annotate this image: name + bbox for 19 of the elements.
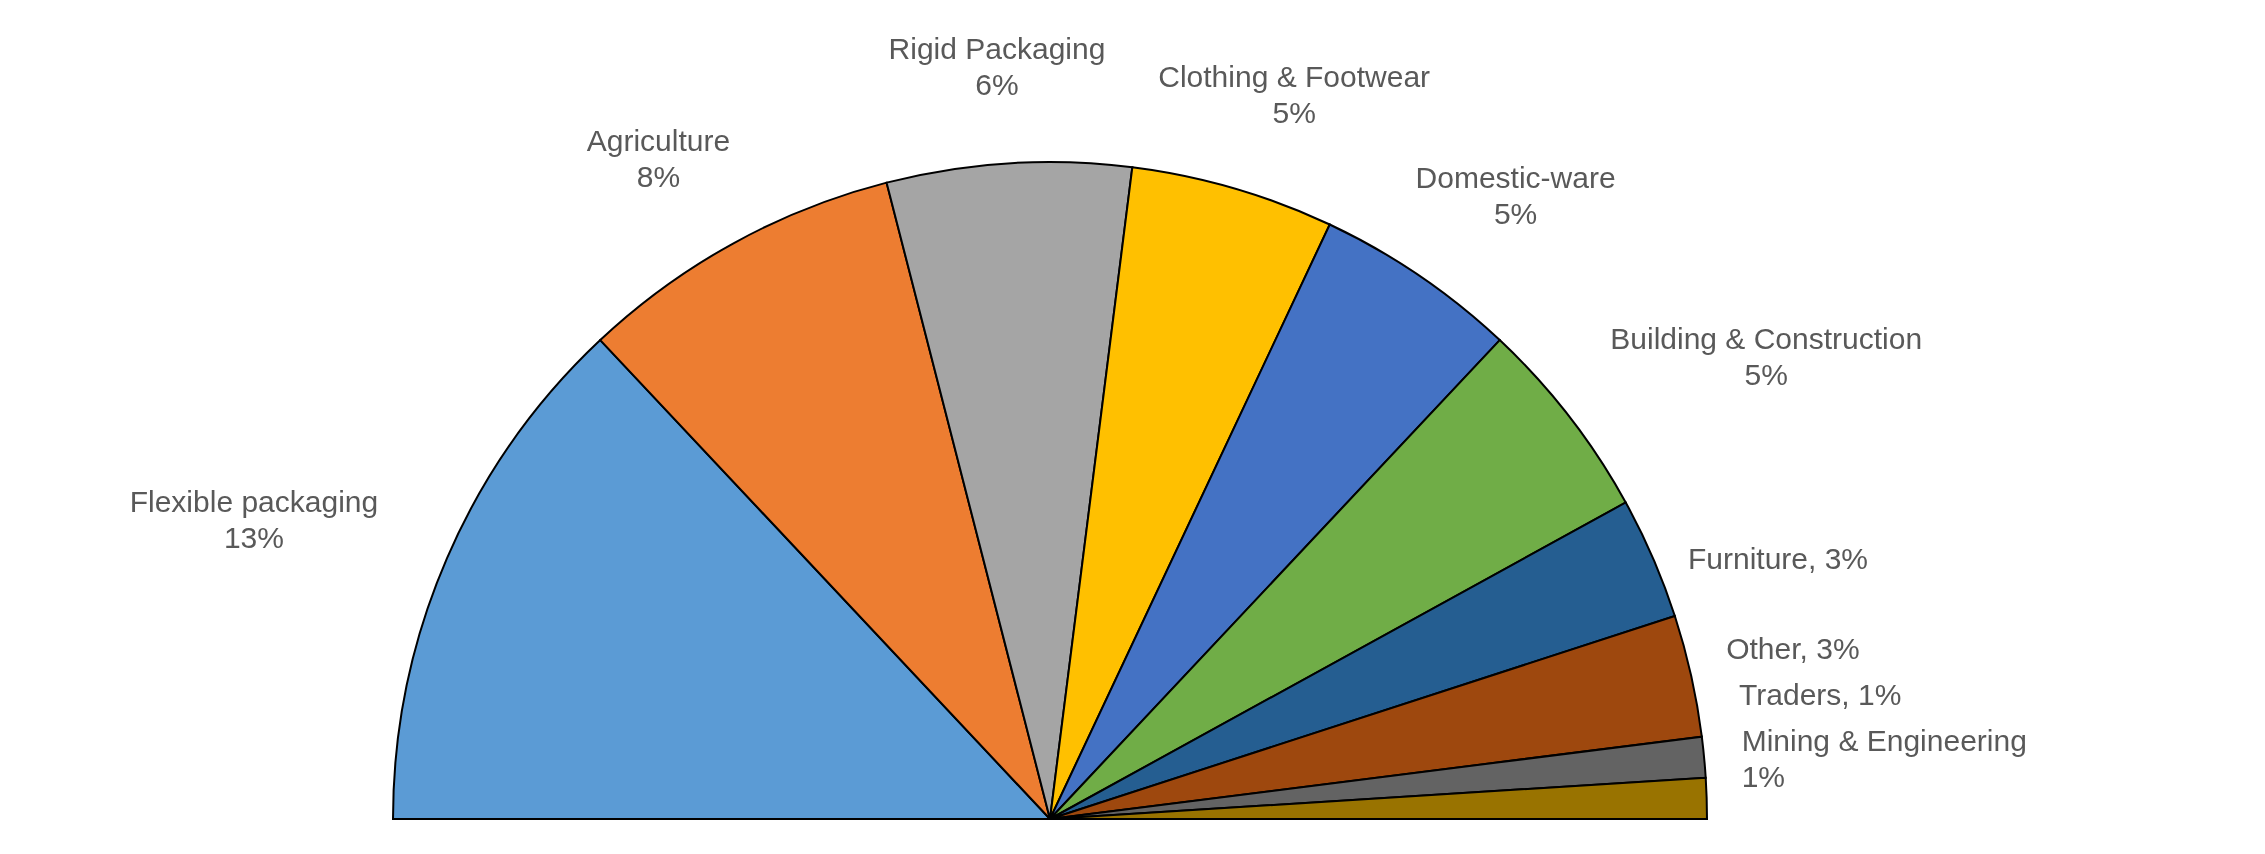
- data-label: 1%: [1741, 759, 1786, 793]
- slice-label: Flexible packaging: [129, 485, 379, 519]
- slice-label: Building & Construction: [1610, 322, 1923, 356]
- data-label: 8%: [636, 159, 681, 193]
- slice-label: Traders: [1739, 677, 1842, 711]
- data-label: 13%: [223, 521, 284, 555]
- data-label: 5%: [1493, 196, 1538, 230]
- slice-label: Furniture: [1687, 541, 1809, 575]
- data-label: , 1%: [1841, 677, 1902, 711]
- slice-label: Domestic-ware: [1415, 160, 1616, 194]
- slice-label: Mining & Engineering: [1741, 723, 2027, 757]
- data-label: 6%: [975, 67, 1019, 101]
- data-label: 5%: [1744, 358, 1788, 392]
- slice-label: Agriculture: [586, 123, 731, 157]
- slice-label: Rigid Packaging: [888, 31, 1106, 65]
- slice-label: Clothing & Footwear: [1158, 60, 1431, 94]
- slice-label: Other: [1726, 631, 1800, 665]
- data-label: , 3%: [1808, 541, 1869, 575]
- data-label: 5%: [1272, 96, 1316, 130]
